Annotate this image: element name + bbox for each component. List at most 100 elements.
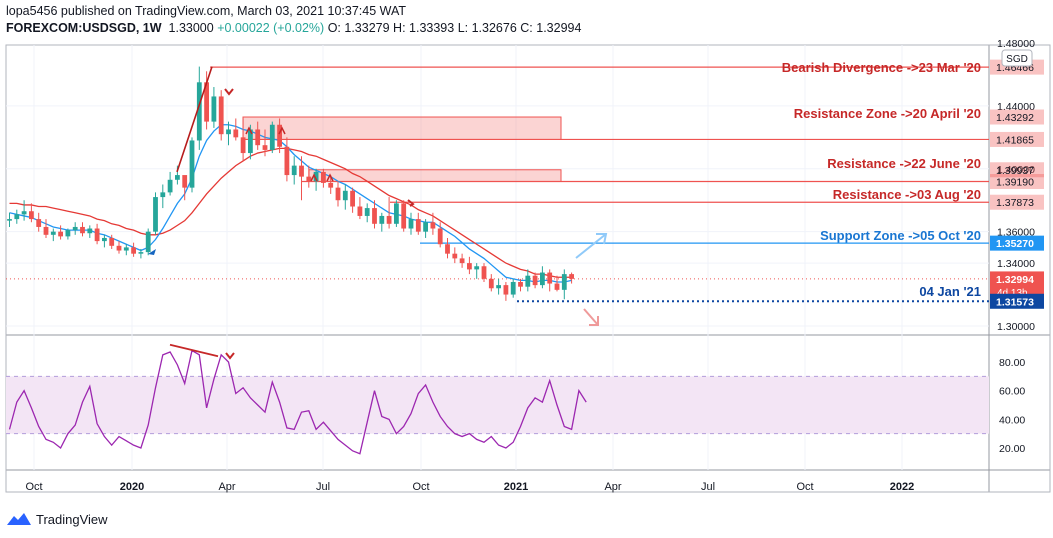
- candle-body: [211, 96, 217, 122]
- annotation-label: Resistance Zone ->20 April '20: [794, 106, 981, 121]
- candle-body: [299, 165, 304, 177]
- price-axis-badge-label: 1.32994: [996, 274, 1034, 286]
- time-tick-label: 2022: [890, 481, 914, 493]
- candle-body: [335, 187, 341, 201]
- down-arrow-icon: [583, 308, 599, 326]
- candle-body: [561, 274, 567, 290]
- candle-body: [153, 197, 158, 232]
- candle-body: [328, 182, 334, 188]
- price-axis-badge: [990, 174, 1044, 190]
- bar-countdown-label: 4d 13h: [997, 288, 1028, 299]
- candle-body: [255, 129, 261, 146]
- candle-body: [474, 266, 480, 270]
- rsi-tick-label: 80.00: [999, 357, 1025, 369]
- rsi-divergence-line: [169, 343, 219, 358]
- time-tick-label: Jul: [316, 481, 330, 493]
- chart-frame: [5, 44, 1051, 493]
- candle-body: [430, 222, 436, 229]
- price-tick-label: 1.48000: [997, 38, 1035, 50]
- down-arrow-head-icon: [589, 316, 599, 326]
- candle-body: [14, 214, 20, 220]
- candle-body: [182, 175, 188, 188]
- candle-body: [196, 82, 202, 141]
- candle-body: [175, 175, 180, 180]
- candle-body: [284, 146, 290, 176]
- time-tick-label: 2021: [504, 481, 528, 493]
- annotation-label: Support Zone ->05 Oct '20: [820, 228, 981, 243]
- candle-body: [226, 129, 231, 135]
- rsi-line: [8, 349, 587, 455]
- candle-body: [94, 228, 100, 242]
- price-axis-badge: [990, 109, 1044, 125]
- candle-body: [65, 230, 71, 237]
- price-tick-label: 1.40000: [997, 164, 1035, 176]
- annotation-label: Bearish Divergence ->23 Mar '20: [782, 60, 981, 75]
- candle-body: [364, 208, 370, 216]
- price-axis-badge: [990, 235, 1044, 251]
- candle-body: [342, 190, 348, 201]
- candle-body: [262, 145, 268, 150]
- ma-fast-line: [9, 124, 572, 283]
- candle-body: [291, 165, 297, 176]
- candle-body: [525, 275, 531, 287]
- symbol-bar: FOREXCOM:USDSGD, 1W 1.33000 +0.00022 (+0…: [6, 21, 581, 35]
- candle-body: [87, 228, 93, 234]
- currency-badge: [1001, 49, 1033, 67]
- time-tick-label: Apr: [604, 481, 621, 493]
- candle-body: [58, 231, 63, 237]
- candle-body: [321, 171, 326, 183]
- candle-body: [116, 245, 122, 251]
- candle-body: [145, 231, 151, 253]
- ma-slow-line: [9, 147, 572, 278]
- candle-body: [218, 96, 224, 135]
- price-axis-badge-label: 1.35270: [996, 238, 1034, 250]
- symbol-name[interactable]: FOREXCOM:USDSGD, 1W: [6, 21, 162, 35]
- candle-body: [357, 206, 363, 216]
- divergence-trendline: [176, 66, 213, 173]
- time-tick-label: Oct: [25, 481, 42, 493]
- high-value: H: 1.33393: [393, 21, 455, 35]
- tradingview-logo-icon: [7, 513, 31, 525]
- candle-body: [160, 192, 166, 198]
- price-axis-badge-label: 1.39937: [996, 165, 1034, 177]
- candle-body: [306, 176, 312, 182]
- candle-body: [459, 258, 465, 264]
- annotation-label: Resistance ->22 June '20: [827, 156, 981, 171]
- resistance-zone: [242, 116, 562, 140]
- candle-body: [72, 226, 78, 231]
- candle-body: [248, 129, 253, 154]
- candle-body: [452, 253, 458, 259]
- time-tick-label: Apr: [218, 481, 235, 493]
- candle-body: [269, 124, 275, 150]
- candle-body: [43, 226, 49, 235]
- candle-body: [532, 275, 538, 286]
- candle-body: [445, 244, 450, 254]
- price-axis-badge: [990, 194, 1044, 210]
- candle-body: [401, 203, 407, 229]
- candle-body: [481, 266, 487, 279]
- candle-body: [394, 203, 399, 224]
- rsi-tick-label: 60.00: [999, 386, 1025, 398]
- price-axis-badge-label: 1.43292: [996, 112, 1034, 124]
- candle-body: [510, 281, 516, 295]
- price-axis-badge-label: 1.31573: [996, 296, 1034, 308]
- candle-body: [569, 274, 574, 279]
- candle-body: [540, 272, 545, 286]
- rsi-chevron-icon: [225, 352, 235, 360]
- candle-body: [372, 208, 377, 224]
- candle-body: [240, 137, 246, 154]
- annotation-label: 04 Jan '21: [919, 284, 981, 299]
- candle-body: [36, 219, 42, 227]
- price-axis-badge: [990, 162, 1044, 178]
- candle-body: [189, 140, 195, 188]
- price-axis-badge: [990, 293, 1044, 309]
- candle-body: [131, 247, 136, 254]
- time-tick-label: Oct: [796, 481, 813, 493]
- price-tick-label: 1.44000: [997, 101, 1035, 113]
- resistance-marker-icon: [245, 126, 253, 135]
- resistance-marker-icon: [278, 126, 286, 135]
- rsi-band: [6, 376, 989, 434]
- low-value: L: 1.32676: [457, 21, 517, 35]
- candle-body: [50, 231, 56, 235]
